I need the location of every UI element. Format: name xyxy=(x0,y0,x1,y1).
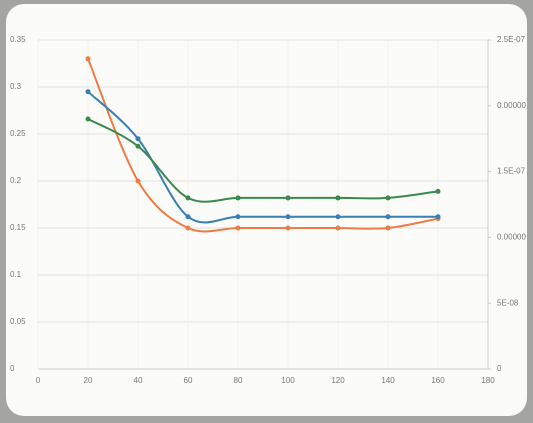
point xyxy=(285,214,291,220)
point xyxy=(385,195,391,201)
y-tick-label: 0.35 xyxy=(10,35,26,44)
x-tick-label: 60 xyxy=(184,376,193,385)
y2-tick-label: 5E-08 xyxy=(497,298,519,307)
point xyxy=(435,214,441,220)
point xyxy=(235,225,241,231)
series-line xyxy=(87,118,439,203)
point xyxy=(185,195,191,201)
point xyxy=(185,225,191,231)
point xyxy=(435,188,441,194)
y-tick-label: 0.1 xyxy=(10,270,22,279)
y2-tick-label: 0.00000 xyxy=(497,233,526,242)
point xyxy=(85,89,91,95)
y-tick-label: 0.05 xyxy=(10,317,26,326)
point xyxy=(135,143,141,149)
point xyxy=(385,214,391,220)
y-tick-label: 0 xyxy=(10,364,15,373)
y2-tick-label: 0 xyxy=(497,364,502,373)
x-tick-label: 40 xyxy=(134,376,143,385)
y-tick-label: 0.2 xyxy=(10,176,22,185)
x-tick-label: 80 xyxy=(234,376,243,385)
y2-tick-label: 1.5E-07 xyxy=(497,167,526,176)
x-tick-label: 100 xyxy=(281,376,295,385)
series-line xyxy=(87,58,439,233)
x-tick-label: 0 xyxy=(36,376,41,385)
point xyxy=(185,214,191,220)
point xyxy=(335,214,341,220)
x-tick-label: 140 xyxy=(381,376,395,385)
point xyxy=(85,116,91,122)
x-tick-label: 180 xyxy=(481,376,495,385)
point xyxy=(135,136,141,142)
point xyxy=(235,195,241,201)
point xyxy=(235,214,241,220)
point xyxy=(285,225,291,231)
point xyxy=(385,225,391,231)
point xyxy=(135,178,141,184)
y-tick-label: 0.3 xyxy=(10,82,22,91)
x-tick-label: 120 xyxy=(331,376,345,385)
x-tick-label: 20 xyxy=(84,376,93,385)
point xyxy=(335,195,341,201)
point xyxy=(335,225,341,231)
y-tick-label: 0.25 xyxy=(10,129,26,138)
x-tick-label: 160 xyxy=(431,376,445,385)
point xyxy=(85,56,91,62)
y-tick-label: 0.15 xyxy=(10,223,26,232)
panel xyxy=(6,4,527,416)
y2-tick-label: 2.5E-07 xyxy=(497,35,526,44)
y2-tick-label: 0.00000 xyxy=(497,101,526,110)
point xyxy=(285,195,291,201)
